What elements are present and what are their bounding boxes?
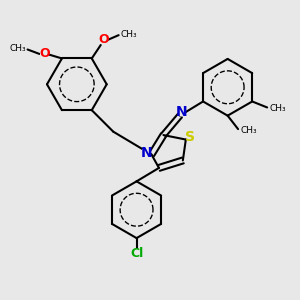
FancyBboxPatch shape <box>100 36 108 43</box>
Text: CH₃: CH₃ <box>240 126 257 135</box>
Text: CH₃: CH₃ <box>269 103 286 112</box>
Text: O: O <box>98 33 109 46</box>
FancyBboxPatch shape <box>178 108 185 116</box>
Text: S: S <box>185 130 195 144</box>
FancyBboxPatch shape <box>131 249 142 257</box>
FancyBboxPatch shape <box>142 149 150 157</box>
FancyBboxPatch shape <box>187 133 194 140</box>
FancyBboxPatch shape <box>40 50 49 57</box>
Text: N: N <box>176 105 187 119</box>
Text: Cl: Cl <box>130 247 143 260</box>
Text: N: N <box>140 146 152 160</box>
Text: CH₃: CH₃ <box>120 30 137 39</box>
Text: CH₃: CH₃ <box>10 44 26 53</box>
Text: O: O <box>39 47 50 60</box>
